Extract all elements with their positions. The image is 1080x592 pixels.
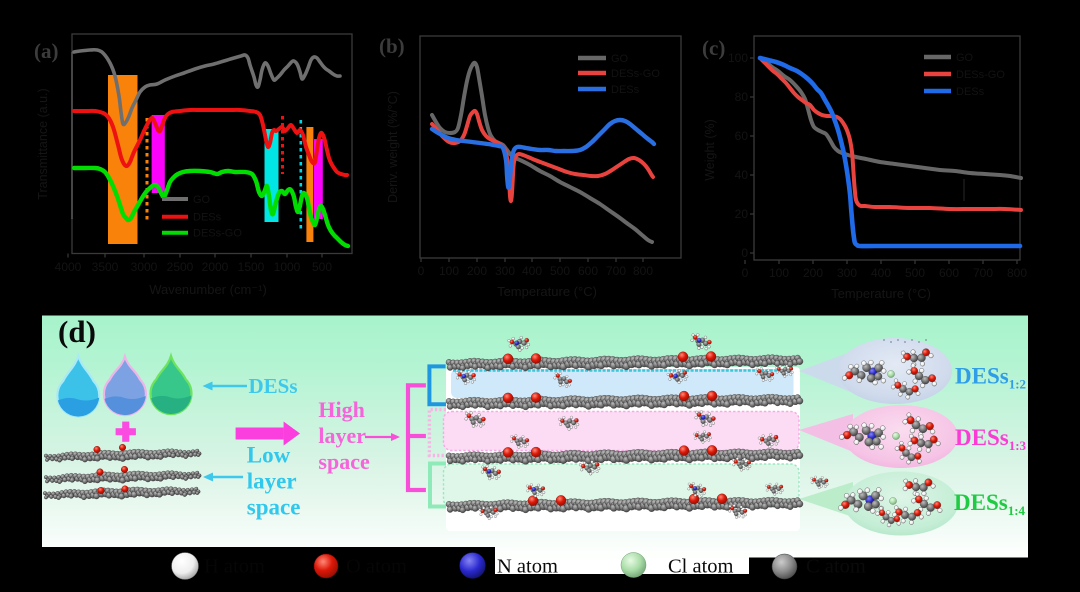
svg-text:0: 0 — [742, 266, 749, 280]
svg-text:DESs: DESs — [249, 374, 298, 398]
svg-text:GO: GO — [611, 53, 629, 65]
svg-text:(c): (c) — [702, 36, 725, 60]
svg-text:100: 100 — [769, 266, 789, 280]
svg-text:100: 100 — [728, 51, 748, 65]
svg-text:space: space — [318, 449, 370, 474]
svg-text:Deriv. weight (%/°C): Deriv. weight (%/°C) — [386, 91, 400, 203]
svg-text:100: 100 — [439, 264, 459, 278]
svg-text:300: 300 — [495, 264, 515, 278]
svg-text:200: 200 — [467, 264, 487, 278]
svg-text:20: 20 — [735, 207, 749, 221]
svg-text:DESs1:4: DESs1:4 — [954, 490, 1026, 518]
svg-text:GO: GO — [193, 194, 211, 206]
svg-text:80: 80 — [735, 90, 749, 104]
svg-text:layer: layer — [247, 469, 297, 494]
svg-text:300: 300 — [837, 266, 857, 280]
svg-text:Temperature (°C): Temperature (°C) — [497, 284, 597, 299]
svg-text:DESs: DESs — [193, 212, 222, 224]
svg-text:Transmittance (a.u.): Transmittance (a.u.) — [36, 88, 50, 199]
svg-text:500: 500 — [550, 264, 570, 278]
svg-text:3500: 3500 — [92, 260, 119, 274]
svg-text:DESs-GO: DESs-GO — [611, 68, 660, 80]
svg-text:400: 400 — [871, 266, 891, 280]
svg-text:500: 500 — [312, 260, 332, 274]
svg-text:GO: GO — [956, 52, 974, 64]
svg-text:C atom: C atom — [806, 556, 866, 578]
svg-text:60: 60 — [735, 129, 749, 143]
svg-text:0: 0 — [418, 264, 425, 278]
svg-text:40: 40 — [735, 168, 749, 182]
svg-text:Temperature (°C): Temperature (°C) — [831, 286, 931, 301]
svg-text:DESs-GO: DESs-GO — [193, 228, 242, 240]
svg-text:2500: 2500 — [167, 260, 194, 274]
svg-text:DESs: DESs — [611, 84, 640, 96]
svg-text:(a): (a) — [34, 39, 59, 63]
svg-text:(d): (d) — [58, 314, 96, 349]
svg-text:600: 600 — [939, 266, 959, 280]
svg-text:700: 700 — [606, 264, 626, 278]
svg-text:N atom: N atom — [497, 556, 558, 578]
svg-text:0: 0 — [741, 246, 748, 260]
svg-text:DESs-GO: DESs-GO — [956, 69, 1005, 81]
svg-text:1500: 1500 — [238, 260, 265, 274]
svg-text:Cl atom: Cl atom — [668, 556, 734, 578]
svg-text:600: 600 — [578, 264, 598, 278]
svg-text:400: 400 — [522, 264, 542, 278]
svg-text:2000: 2000 — [202, 260, 229, 274]
svg-text:space: space — [247, 495, 301, 520]
svg-text:1000: 1000 — [274, 260, 301, 274]
svg-text:800: 800 — [633, 264, 653, 278]
svg-text:O atom: O atom — [346, 556, 407, 578]
svg-text:Weight (%): Weight (%) — [703, 119, 717, 181]
svg-text:200: 200 — [803, 266, 823, 280]
svg-text:Wavenumber (cm⁻¹): Wavenumber (cm⁻¹) — [149, 282, 267, 297]
svg-text:(b): (b) — [379, 34, 405, 58]
svg-text:DESs: DESs — [956, 86, 985, 98]
svg-text:Low: Low — [247, 443, 291, 468]
svg-text:layer: layer — [318, 423, 366, 448]
svg-text:800: 800 — [1007, 266, 1027, 280]
svg-text:4000: 4000 — [55, 260, 82, 274]
svg-text:High: High — [318, 397, 364, 422]
svg-text:700: 700 — [973, 266, 993, 280]
svg-text:H atom: H atom — [204, 556, 265, 578]
svg-text:500: 500 — [905, 266, 925, 280]
svg-text:3000: 3000 — [131, 260, 158, 274]
